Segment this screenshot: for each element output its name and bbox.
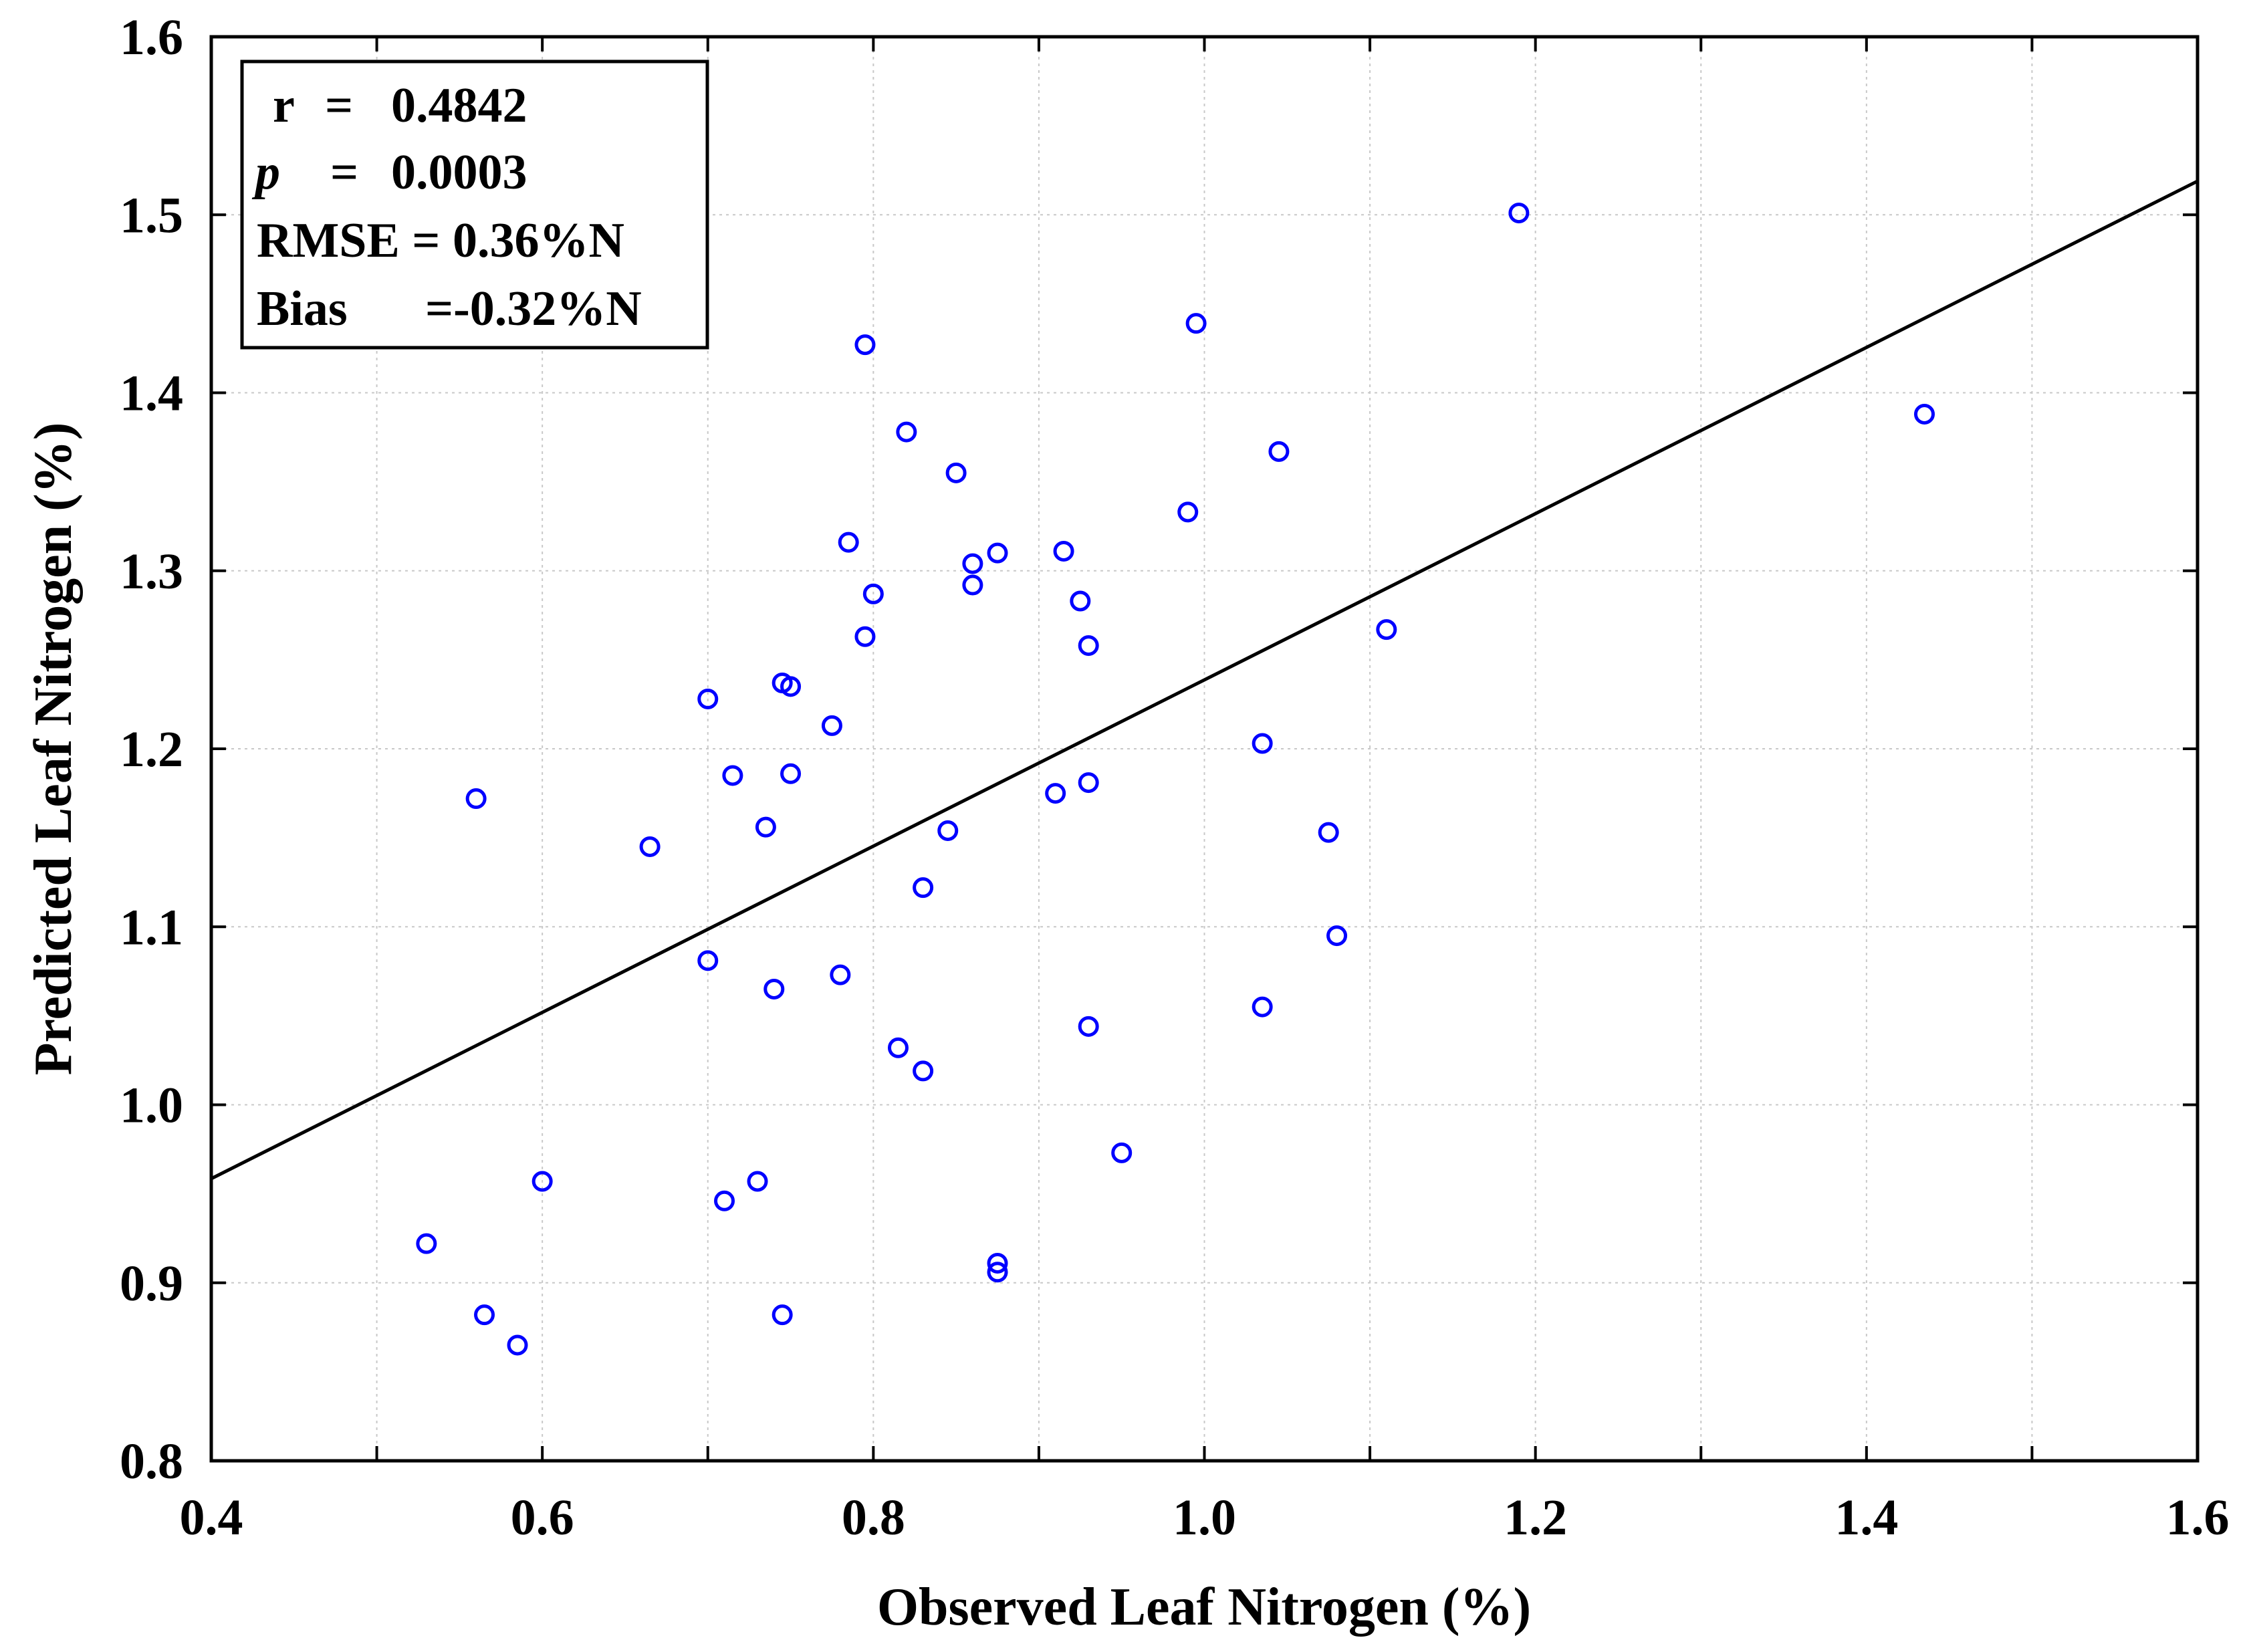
data-point: [697, 688, 719, 709]
y-tick-label: 0.8: [120, 1433, 183, 1490]
stat-p-value: 0.0003: [391, 145, 527, 200]
data-point: [962, 553, 983, 574]
data-point: [697, 950, 719, 971]
data-point: [1070, 590, 1091, 612]
data-point: [722, 765, 743, 786]
data-point: [830, 964, 851, 985]
y-tick-label: 1.1: [120, 899, 183, 955]
data-point: [913, 877, 934, 899]
data-point: [1078, 1016, 1099, 1037]
plot-frame: [209, 35, 2200, 1463]
y-tick-label: 1.6: [120, 9, 183, 66]
data-point: [1268, 441, 1290, 462]
stat-r-value: 0.4842: [391, 78, 527, 133]
data-point: [532, 1171, 553, 1192]
data-point: [1508, 203, 1530, 224]
data-point: [1318, 822, 1339, 843]
data-point: [1185, 313, 1207, 334]
data-point: [945, 462, 967, 483]
y-tick-label: 0.9: [120, 1256, 183, 1312]
data-point: [639, 836, 661, 857]
data-point: [465, 788, 487, 810]
x-tick-label: 1.0: [1173, 1490, 1236, 1546]
y-axis-title: Predicted Leaf Nitrogen (%): [24, 423, 83, 1076]
stat-p-equals: =: [330, 145, 358, 200]
stat-p-label: p: [251, 145, 280, 200]
y-tick-labels: 0.8 0.9 1.0 1.1 1.2 1.3 1.4 1.5 1.6: [120, 9, 183, 1490]
data-point: [1252, 733, 1273, 754]
data-point: [896, 421, 917, 443]
x-tick-label: 0.6: [511, 1490, 574, 1546]
data-point: [747, 1171, 768, 1192]
x-tick-labels: 0.4 0.6 0.8 1.0 1.2 1.4 1.6: [180, 1490, 2230, 1546]
data-point: [1045, 783, 1066, 804]
y-tick-label: 1.4: [120, 366, 183, 422]
fit-line: [210, 179, 2199, 1181]
data-point: [1913, 403, 1935, 425]
data-point: [1252, 996, 1273, 1018]
data-point: [780, 763, 802, 784]
y-tick-label: 1.3: [120, 544, 183, 600]
stats-box-frame: [240, 60, 709, 350]
data-point: [887, 1037, 909, 1058]
data-point: [1111, 1142, 1133, 1163]
data-point: [714, 1190, 735, 1211]
data-point: [1053, 540, 1074, 562]
data-point: [1078, 772, 1099, 794]
data-point: [474, 1304, 495, 1326]
data-point: [937, 820, 959, 841]
stat-r-label: r: [273, 78, 295, 133]
fit-line-layer: [210, 179, 2199, 1181]
data-point: [913, 1060, 934, 1082]
stat-bias-value: =-0.32%N: [425, 281, 642, 336]
data-point: [854, 626, 876, 647]
data-point: [1177, 501, 1199, 523]
stat-bias-label: Bias: [257, 281, 348, 336]
data-point: [755, 816, 776, 838]
data-point: [1376, 619, 1397, 640]
data-points: [416, 203, 1935, 1356]
x-tick-label: 1.4: [1835, 1490, 1898, 1546]
data-point: [763, 978, 785, 999]
x-tick-label: 0.8: [842, 1490, 905, 1546]
x-tick-label: 0.4: [180, 1490, 243, 1546]
stat-r-equals: =: [325, 78, 353, 133]
data-point: [987, 542, 1008, 564]
y-tick-label: 1.5: [120, 187, 183, 243]
stat-rmse: RMSE = 0.36%N: [257, 213, 624, 268]
data-point: [507, 1334, 528, 1356]
data-point: [987, 1262, 1008, 1283]
y-tick-label: 1.2: [120, 721, 183, 778]
stats-box: r = 0.4842 p = 0.0003 RMSE = 0.36%N Bias…: [240, 60, 709, 350]
axis-ticks: [211, 37, 2198, 1461]
data-point: [854, 334, 876, 356]
data-point: [962, 574, 983, 596]
data-point: [1078, 635, 1099, 657]
x-tick-label: 1.6: [2166, 1490, 2230, 1546]
data-point: [987, 1252, 1008, 1274]
data-point: [862, 583, 884, 604]
data-point: [1326, 925, 1348, 947]
data-point: [838, 532, 859, 553]
x-axis-title: Observed Leaf Nitrogen (%): [877, 1578, 1531, 1637]
data-point: [780, 676, 802, 697]
x-tick-label: 1.2: [1504, 1490, 1567, 1546]
data-point: [821, 715, 842, 736]
y-tick-label: 1.0: [120, 1078, 183, 1134]
data-point: [772, 1304, 793, 1326]
data-point: [416, 1233, 437, 1254]
